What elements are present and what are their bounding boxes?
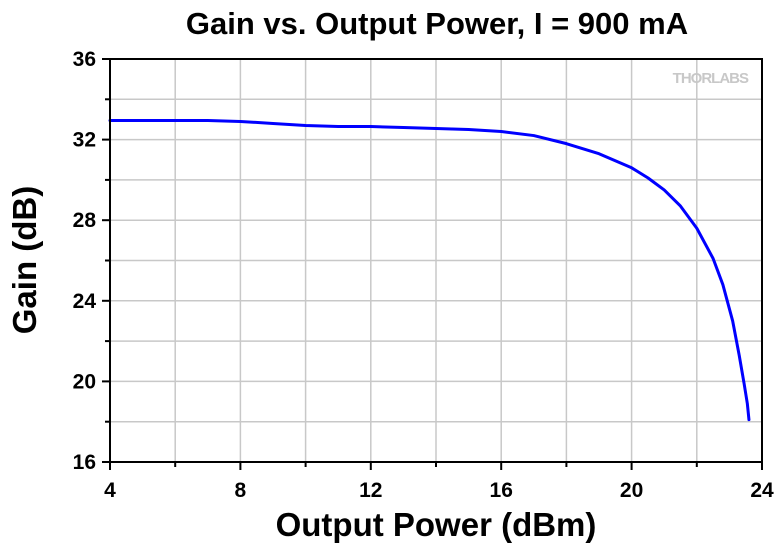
y-tick-label: 20 xyxy=(73,370,96,393)
y-tick-label: 16 xyxy=(73,451,96,474)
ticks xyxy=(102,58,763,470)
x-tick-label: 16 xyxy=(490,479,513,502)
grid xyxy=(110,59,762,462)
x-tick-label: 20 xyxy=(620,479,643,502)
x-tick-label: 12 xyxy=(359,479,382,502)
y-tick-label: 32 xyxy=(73,129,96,152)
watermark-logo: THORLABS xyxy=(673,70,749,87)
y-tick-label: 24 xyxy=(73,290,97,313)
x-tick-label: 8 xyxy=(235,479,247,502)
y-tick-labels: 16 20 24 28 32 36 xyxy=(73,48,97,474)
x-tick-label: 24 xyxy=(750,479,774,502)
y-tick-label: 28 xyxy=(73,209,97,232)
y-axis-title: Gain (dB) xyxy=(6,186,43,334)
chart-title: Gain vs. Output Power, I = 900 mA xyxy=(186,6,688,41)
series-line xyxy=(108,118,751,422)
y-tick-label: 36 xyxy=(73,48,96,71)
x-tick-labels: 4 8 12 16 20 24 xyxy=(104,479,774,502)
x-tick-label: 4 xyxy=(104,479,116,502)
x-axis-title: Output Power (dBm) xyxy=(276,506,597,543)
plot-area xyxy=(108,118,751,422)
